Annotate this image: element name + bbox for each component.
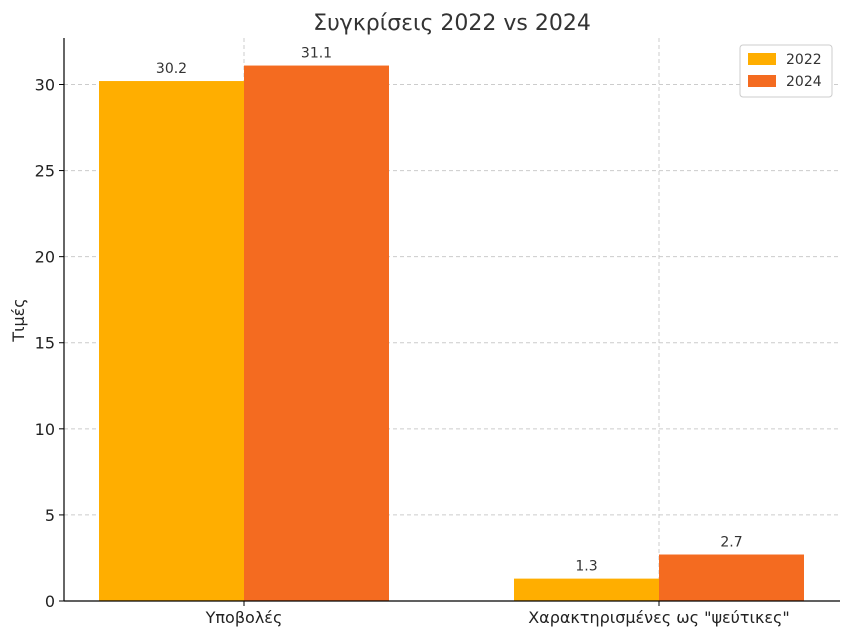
- bar-2024-0: [244, 65, 389, 601]
- y-tick-label: 20: [35, 248, 55, 267]
- labels-layer: 0 5 10 15 20 25 30 30.2 1.3 31.1 2.7 Υποβολές Χαρακτ…: [35, 46, 790, 627]
- y-tick-label: 10: [35, 420, 55, 439]
- legend: 2022 2024: [739, 44, 833, 98]
- y-tick-label: 30: [35, 75, 55, 94]
- y-tick-label: 0: [45, 592, 55, 611]
- y-tick-label: 15: [35, 334, 55, 353]
- bar-value-label: 2.7: [720, 535, 742, 551]
- legend-swatch-2022: [748, 53, 776, 65]
- y-tick-label: 25: [35, 162, 55, 181]
- legend-swatch-2024: [748, 75, 776, 87]
- bar-value-label: 1.3: [575, 559, 597, 575]
- axes-layer: [59, 38, 840, 606]
- x-tick-label: Υποβολές: [205, 608, 283, 627]
- bar-2024-1: [659, 554, 804, 601]
- bar-2022-1: [514, 578, 659, 601]
- y-axis-label: Τιμές: [9, 298, 28, 342]
- bar-value-label: 31.1: [301, 46, 332, 62]
- y-tick-label: 5: [45, 506, 55, 525]
- legend-label: 2022: [786, 52, 822, 68]
- x-tick-label: Χαρακτηρισμένες ως "ψεύτικες": [528, 608, 790, 627]
- bar-value-label: 30.2: [156, 61, 187, 77]
- legend-label: 2024: [786, 74, 822, 90]
- bar-2022-0: [99, 81, 244, 601]
- chart-title: Συγκρίσεις 2022 vs 2024: [313, 11, 591, 36]
- bars-layer: [99, 65, 804, 601]
